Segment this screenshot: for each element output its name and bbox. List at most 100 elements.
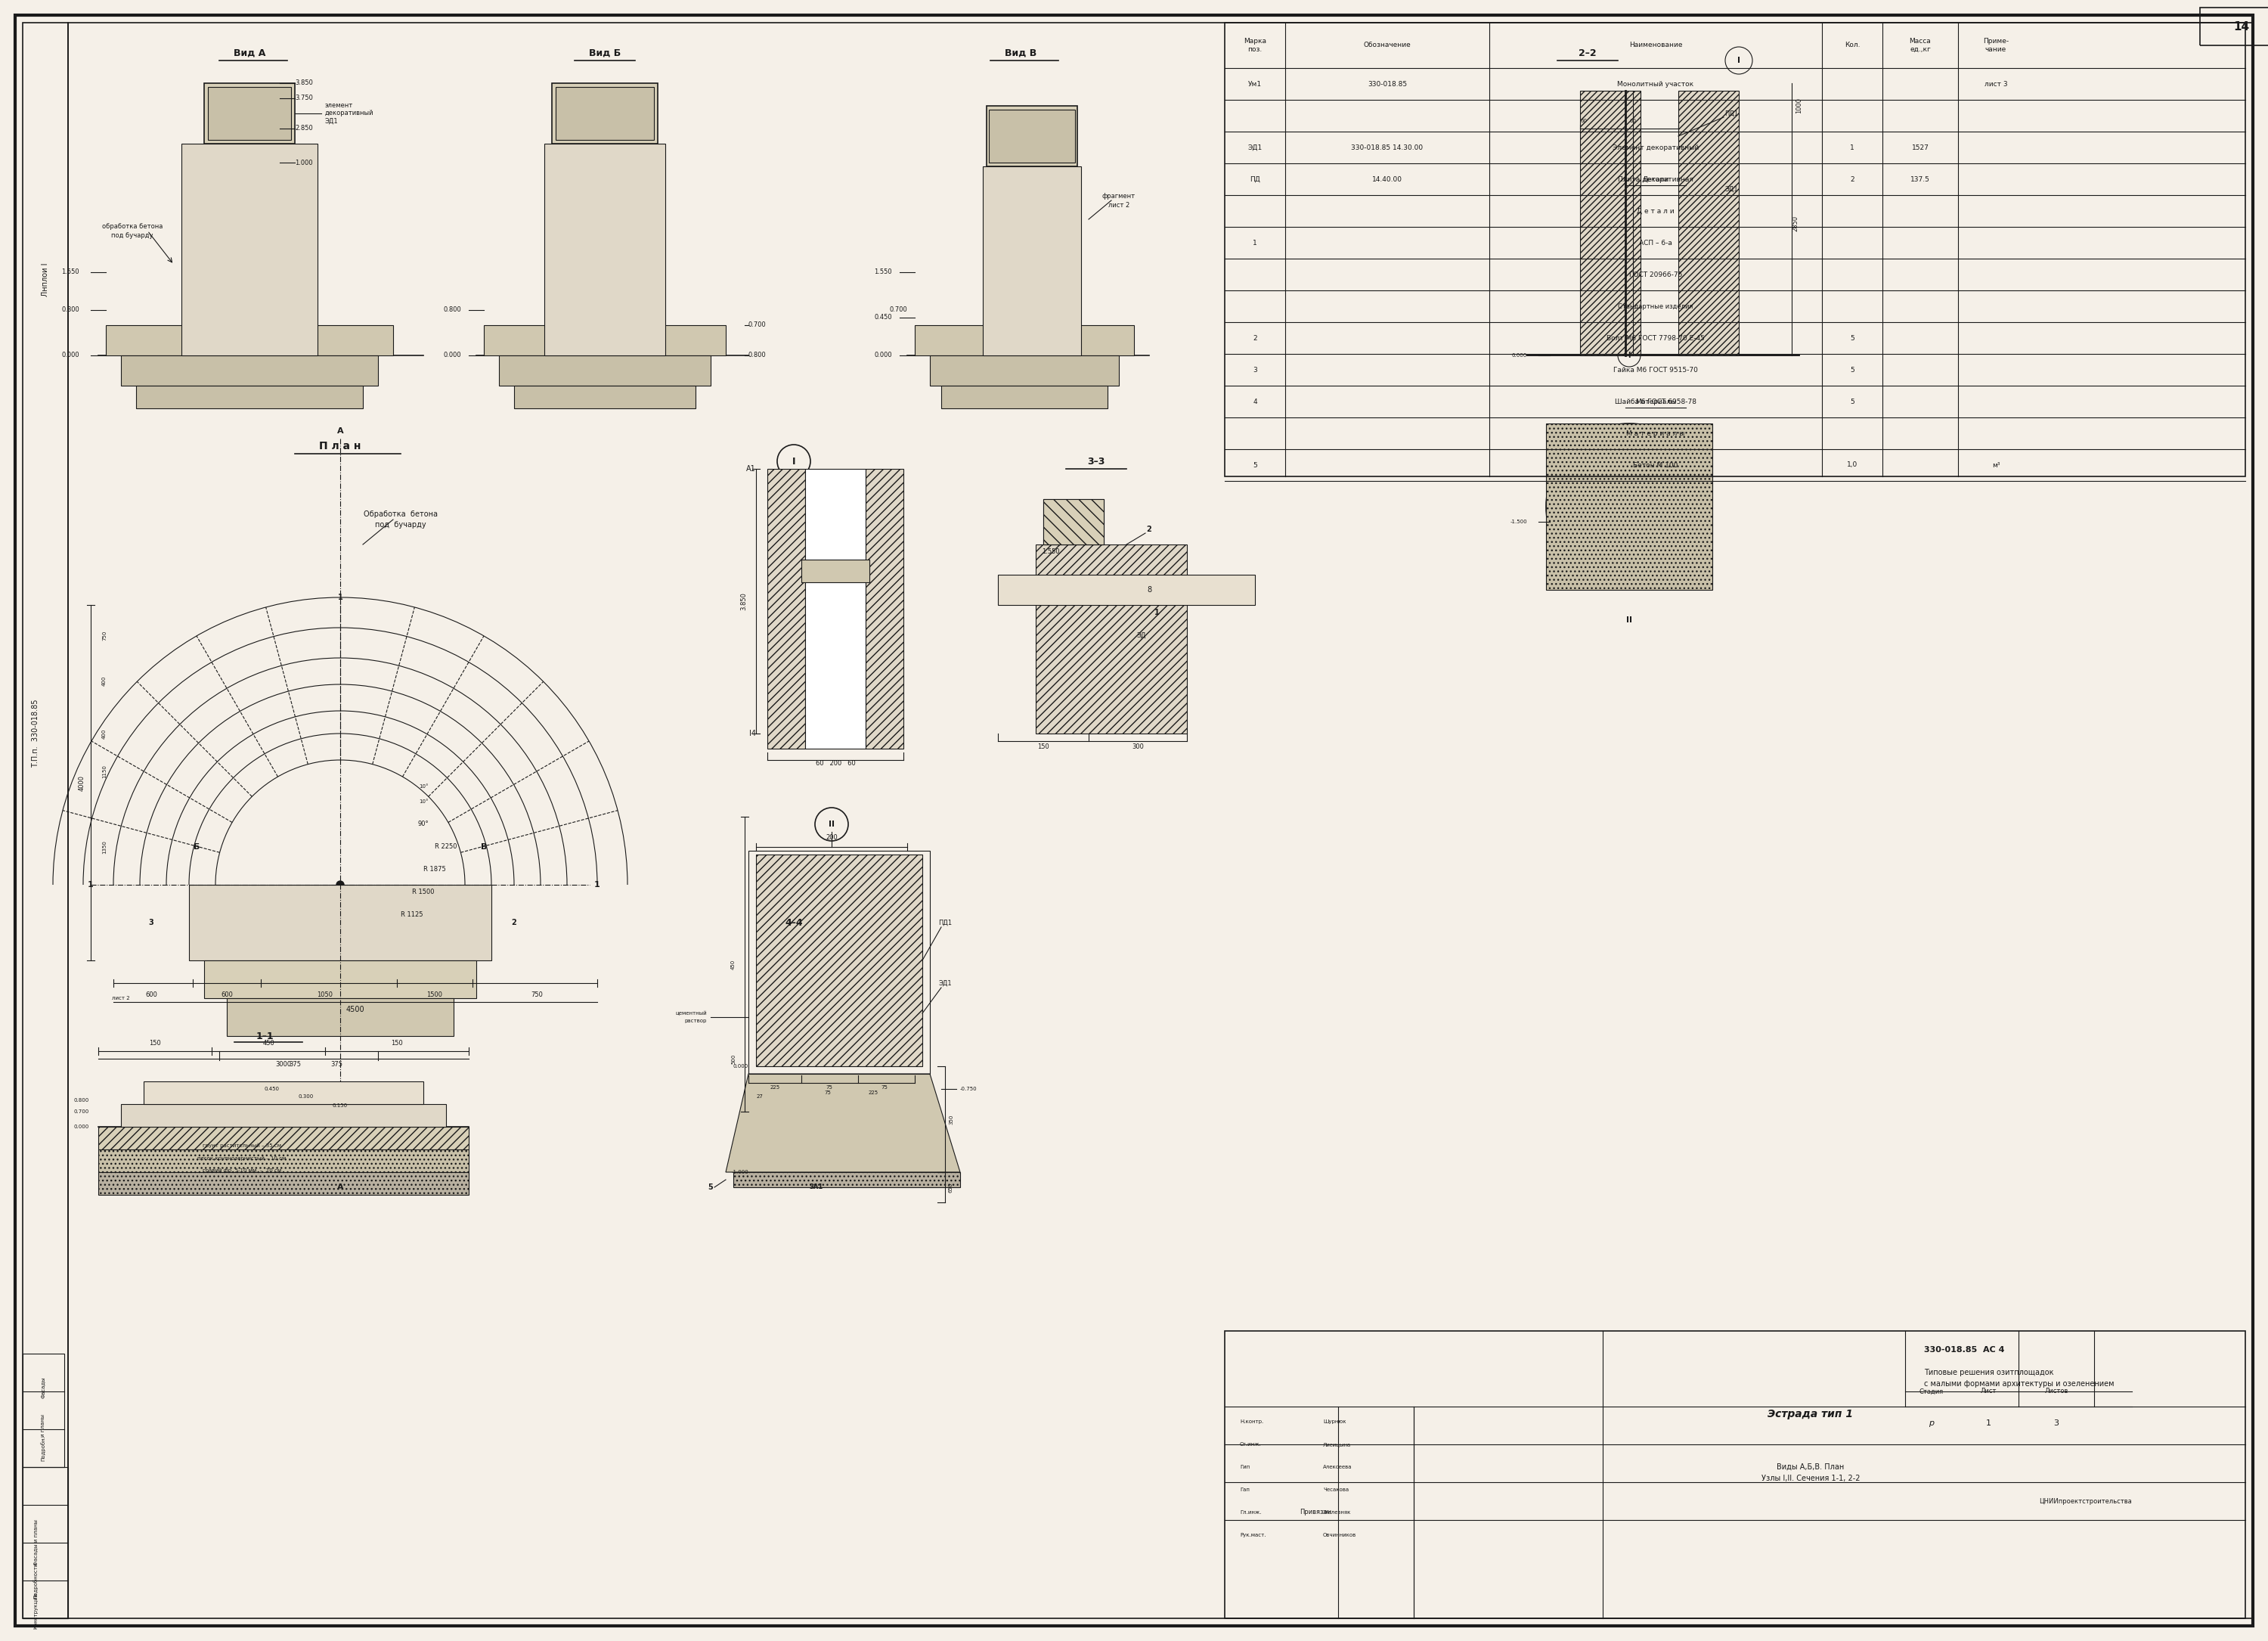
Text: 375: 375: [288, 1062, 302, 1068]
Text: 330-018.85 14.30.00: 330-018.85 14.30.00: [1352, 144, 1424, 151]
Text: -1.500: -1.500: [1510, 520, 1526, 523]
Text: и планы: и планы: [41, 1415, 45, 1438]
Text: 137.5: 137.5: [1910, 176, 1930, 182]
Text: 225: 225: [769, 1085, 780, 1090]
Text: I: I: [792, 456, 796, 466]
Bar: [1225, 1331, 2245, 1618]
Text: I: I: [1628, 351, 1631, 359]
Text: р: р: [1928, 1419, 1935, 1428]
Text: Фасады: Фасады: [41, 1377, 45, 1398]
Text: 0.000: 0.000: [75, 1124, 88, 1129]
Text: 1: 1: [1987, 1419, 1991, 1428]
Bar: [801, 560, 869, 583]
Text: 5: 5: [708, 1183, 712, 1191]
Text: Типовые решения озитплощадок: Типовые решения озитплощадок: [1923, 1369, 2055, 1377]
Bar: [1043, 499, 1105, 545]
Text: 1.550: 1.550: [873, 269, 891, 276]
Text: 10°: 10°: [420, 784, 429, 789]
Text: гравий фр. 5-10 мм  –  10 см: гравий фр. 5-10 мм – 10 см: [202, 1168, 281, 1173]
Text: 2–2: 2–2: [1579, 48, 1597, 57]
Text: 1–1: 1–1: [256, 1031, 274, 1040]
Bar: [987, 107, 1077, 166]
Bar: [914, 325, 1134, 356]
Text: 1.000: 1.000: [295, 159, 313, 166]
Text: 650: 650: [948, 1182, 953, 1193]
Text: 3000: 3000: [274, 1062, 293, 1068]
Bar: [1678, 90, 1740, 356]
Text: 750: 750: [102, 630, 107, 640]
Text: 1500: 1500: [426, 991, 442, 998]
Text: Т.П.п.  330-018.85: Т.П.п. 330-018.85: [32, 699, 39, 768]
Text: Лнплои I: Лнплои I: [41, 263, 50, 297]
Text: 75: 75: [826, 1091, 830, 1095]
Text: 60: 60: [1628, 118, 1637, 123]
Bar: [23, 1354, 64, 1467]
Text: Стадия: Стадия: [1919, 1388, 1944, 1395]
Text: 0.000: 0.000: [61, 353, 79, 359]
Text: раствор: раствор: [685, 1019, 708, 1024]
Text: 0.000: 0.000: [873, 353, 891, 359]
Text: 1050: 1050: [318, 991, 333, 998]
Text: 4000: 4000: [77, 775, 86, 791]
Text: 1: 1: [88, 881, 93, 888]
Text: 5: 5: [1851, 399, 1855, 405]
Bar: [499, 356, 710, 386]
Text: 1.550: 1.550: [1041, 548, 1059, 555]
Text: Листов: Листов: [2043, 1388, 2068, 1395]
Text: Лисицына: Лисицына: [1322, 1442, 1352, 1447]
Text: 2: 2: [513, 919, 517, 927]
Bar: [136, 386, 363, 409]
Text: R 2250: R 2250: [435, 843, 458, 850]
Text: -1.000: -1.000: [730, 1170, 748, 1175]
Text: 1: 1: [1154, 609, 1159, 617]
Text: 60   200   60: 60 200 60: [816, 760, 855, 768]
Text: ЗА1: ЗА1: [810, 1183, 823, 1191]
Text: Эстрада тип 1: Эстрада тип 1: [1769, 1410, 1853, 1419]
Bar: [1547, 423, 1712, 589]
Text: ЭД1: ЭД1: [1247, 144, 1263, 151]
Bar: [98, 1149, 469, 1172]
Text: 0.450: 0.450: [265, 1086, 279, 1091]
Text: Наименование: Наименование: [1628, 43, 1683, 49]
Text: 750: 750: [531, 991, 542, 998]
Text: Кол.: Кол.: [1844, 43, 1860, 49]
Text: 3: 3: [1252, 366, 1256, 373]
Text: А: А: [338, 1183, 342, 1191]
Text: Привязан: Привязан: [1300, 1510, 1331, 1516]
Text: 600: 600: [220, 991, 234, 998]
Text: Обозначение: Обозначение: [1363, 43, 1411, 49]
Text: Болт М6 ГОСТ 7798-70 Е-45: Болт М6 ГОСТ 7798-70 Е-45: [1606, 335, 1706, 341]
Text: 1150: 1150: [102, 765, 107, 778]
Text: фрагмент: фрагмент: [1102, 194, 1136, 200]
Text: I4: I4: [748, 730, 755, 737]
Bar: [483, 325, 726, 356]
Text: 1.550: 1.550: [61, 269, 79, 276]
Text: -0.750: -0.750: [959, 1086, 978, 1091]
Text: АСП – 6-а: АСП – 6-а: [1640, 240, 1672, 246]
Text: 90°: 90°: [417, 820, 429, 827]
Text: элемент
декоративный
ЭД1: элемент декоративный ЭД1: [324, 102, 374, 125]
Text: 500: 500: [730, 1054, 735, 1063]
Bar: [120, 1104, 447, 1127]
Text: Д е т а л и: Д е т а л и: [1637, 207, 1674, 215]
Bar: [515, 386, 696, 409]
Text: 0.700: 0.700: [75, 1109, 88, 1114]
Text: А1: А1: [746, 464, 755, 473]
Text: 0.700: 0.700: [748, 322, 767, 328]
Text: ЭД: ЭД: [1136, 632, 1145, 638]
Text: Гайка М6 ГОСТ 9515-70: Гайка М6 ГОСТ 9515-70: [1613, 366, 1699, 373]
Text: 2: 2: [1252, 335, 1256, 341]
Text: ГОСТ 20966-75: ГОСТ 20966-75: [1628, 271, 1683, 277]
Text: Узлы I,II. Сечения 1-1, 2-2: Узлы I,II. Сечения 1-1, 2-2: [1762, 1475, 1860, 1482]
Circle shape: [336, 881, 345, 888]
Text: 75: 75: [882, 1085, 887, 1090]
Text: 1527: 1527: [1912, 144, 1928, 151]
Text: 8: 8: [1148, 586, 1152, 594]
Text: П л а н: П л а н: [320, 441, 361, 451]
Bar: [930, 356, 1118, 386]
Text: 330-018.85  АС 4: 330-018.85 АС 4: [1923, 1346, 2005, 1354]
Text: Вид А: Вид А: [234, 48, 265, 57]
Text: Лист: Лист: [1980, 1388, 1996, 1395]
Text: ЭД1: ЭД1: [939, 980, 953, 986]
Bar: [755, 855, 923, 1067]
